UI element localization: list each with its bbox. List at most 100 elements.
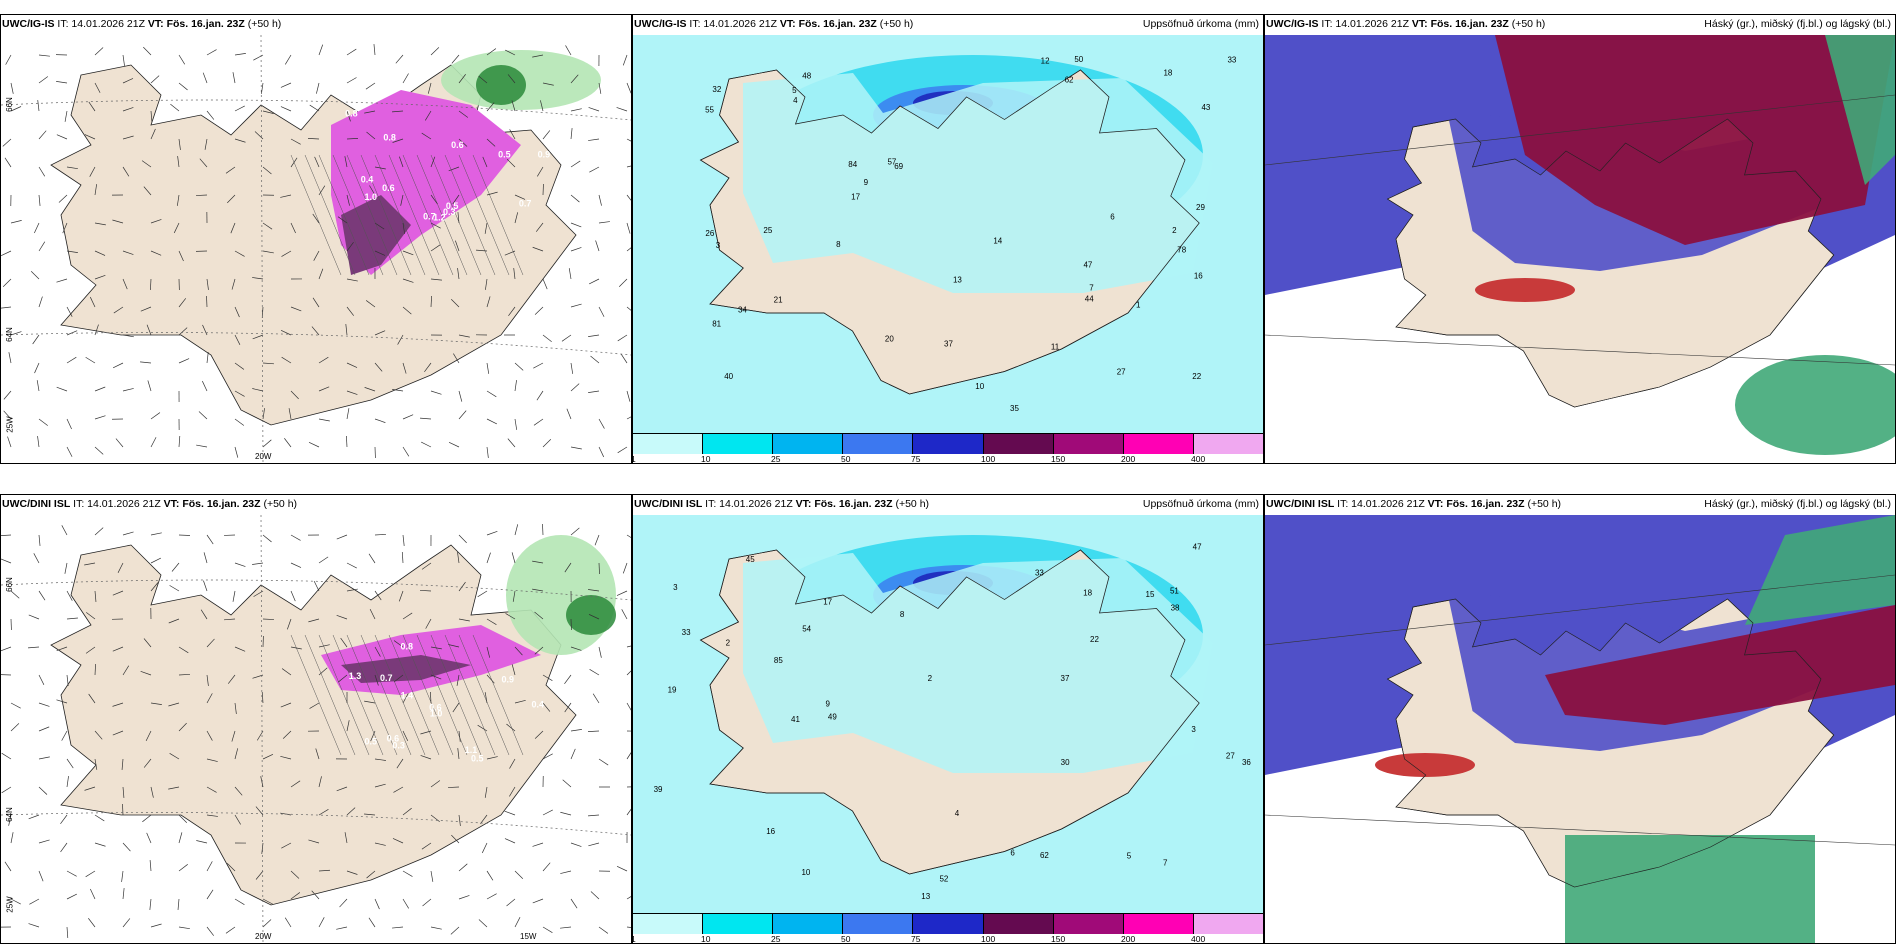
precip-value-label: 84 — [848, 160, 857, 169]
precip-value-label: 41 — [791, 715, 800, 724]
wind-barb — [227, 194, 236, 204]
wind-barb — [532, 246, 544, 252]
wind-barb — [261, 692, 264, 704]
wind-barb — [262, 618, 275, 620]
wind-barb — [309, 104, 320, 112]
wind-barb — [122, 803, 124, 816]
wind-barb — [178, 250, 184, 262]
snow-value-label: 0.3 — [392, 741, 405, 751]
wind-barb — [458, 863, 468, 872]
wind-barb — [234, 702, 237, 714]
wind-barb — [2, 278, 12, 287]
wind-barb — [339, 898, 348, 908]
wind-barb — [588, 814, 600, 817]
wind-barb — [262, 919, 272, 928]
wind-barb — [533, 362, 544, 369]
wind-barb — [3, 390, 12, 400]
wind-barb — [486, 446, 489, 458]
wind-barb — [66, 330, 78, 336]
wind-barb — [313, 250, 320, 261]
wind-barb — [588, 334, 600, 337]
precip-value-label: 52 — [939, 875, 948, 884]
wind-barb — [178, 926, 190, 930]
wind-barb — [141, 160, 152, 168]
precip-value-label: 33 — [1035, 568, 1044, 577]
wind-barb — [234, 53, 246, 56]
wind-barb — [626, 534, 631, 538]
wind-barb — [112, 730, 124, 736]
precip-value-label: 18 — [1083, 588, 1092, 597]
panel-header: UWC/IG-IS IT: 14.01.2026 21Z VT: Fös. 16… — [2, 18, 282, 30]
wind-barb — [346, 306, 354, 316]
wind-barb — [262, 250, 274, 254]
wind-barb — [178, 864, 188, 872]
wind-barb — [66, 926, 69, 938]
wind-barb — [122, 135, 134, 140]
precip-value-label: 14 — [993, 237, 1002, 246]
wind-barb — [566, 408, 572, 420]
precip-value-label: 30 — [1061, 758, 1070, 767]
wind-barb — [290, 390, 299, 400]
wind-barb — [486, 618, 497, 625]
wind-barb — [486, 138, 496, 147]
wind-barb — [561, 334, 572, 342]
wind-barb — [456, 674, 460, 686]
wind-barb — [61, 730, 68, 741]
wind-barb — [542, 753, 553, 760]
graticule — [1265, 94, 1895, 166]
wind-barb — [626, 194, 631, 201]
hatch-line — [458, 634, 510, 756]
wind-barb — [281, 668, 292, 676]
wind-barb — [616, 107, 628, 112]
wind-barb — [402, 306, 412, 315]
wind-barb — [178, 298, 187, 308]
snow-value-label: 0.4 — [532, 700, 545, 710]
wind-barb — [36, 380, 40, 392]
snow-value-label: 0.8 — [383, 132, 396, 142]
precip-value-label: 6 — [1110, 213, 1115, 222]
wind-barb — [484, 786, 488, 798]
wind-barb — [38, 756, 50, 760]
wind-barb — [598, 446, 605, 458]
snow-value-label: 1.2 — [433, 212, 446, 222]
wind-barb — [484, 692, 488, 704]
wind-barb — [486, 390, 497, 398]
wind-barb — [176, 194, 180, 206]
wind-barb — [58, 194, 68, 203]
hatch-line — [458, 154, 510, 276]
wind-barb — [345, 324, 348, 336]
wind-barb — [112, 702, 124, 707]
wind-barb — [626, 165, 631, 168]
wind-barb — [402, 446, 410, 457]
wind-barb — [66, 674, 69, 686]
wind-barb — [392, 926, 404, 929]
wind-barb — [542, 862, 551, 872]
wind-barb — [198, 411, 208, 420]
wind-barb — [94, 842, 106, 847]
wind-barb — [626, 645, 631, 648]
wind-barb — [542, 809, 553, 816]
wind-barb — [616, 590, 628, 596]
wind-barb — [37, 100, 40, 112]
wind-barb — [66, 776, 69, 788]
wind-barb — [94, 814, 105, 822]
precip-value-label: 5 — [1127, 851, 1132, 860]
precip-value-label: 27 — [1226, 751, 1235, 760]
wind-barb — [168, 702, 180, 707]
wind-barb — [402, 222, 405, 234]
precip-map: 33 54 37 52 15 13 30 49 51 36 27 17 22 16 19 10 9 8 7 6 5 3 2 4… — [633, 515, 1263, 915]
snow-value-label: 0.6 — [387, 733, 400, 743]
colorbar-label: 200 — [1121, 454, 1136, 464]
hatch-line — [360, 634, 412, 756]
wind-barb — [570, 74, 579, 84]
wind-barb — [234, 814, 241, 825]
wind-barb — [401, 552, 404, 564]
lat-label-66: 66N — [4, 97, 14, 112]
wind-barb — [626, 138, 631, 142]
wind-barb — [374, 330, 386, 336]
precip-value-label: 2 — [928, 674, 933, 683]
wind-barb — [346, 241, 354, 252]
wind-barb — [393, 640, 404, 648]
wind-barb — [94, 386, 106, 392]
wind-barb — [34, 362, 40, 374]
